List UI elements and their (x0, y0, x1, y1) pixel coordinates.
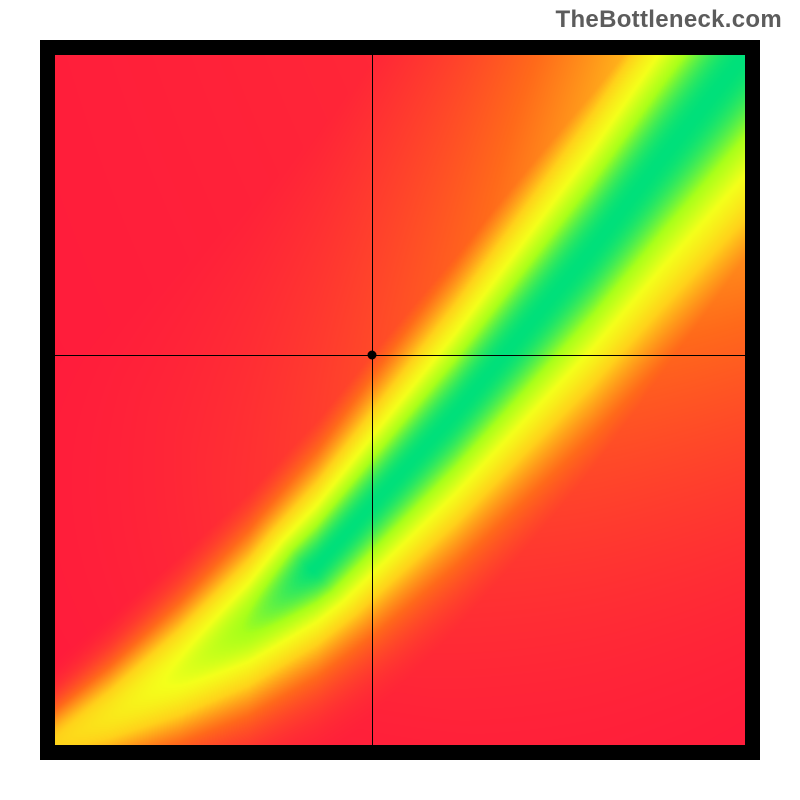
crosshair-marker-dot (368, 351, 377, 360)
crosshair-vertical-line (372, 55, 373, 745)
bottleneck-heatmap (55, 55, 745, 745)
site-watermark: TheBottleneck.com (556, 6, 782, 34)
crosshair-horizontal-line (55, 355, 745, 356)
bottleneck-chart-container: TheBottleneck.com (0, 0, 800, 800)
plot-outer-frame (40, 40, 760, 760)
